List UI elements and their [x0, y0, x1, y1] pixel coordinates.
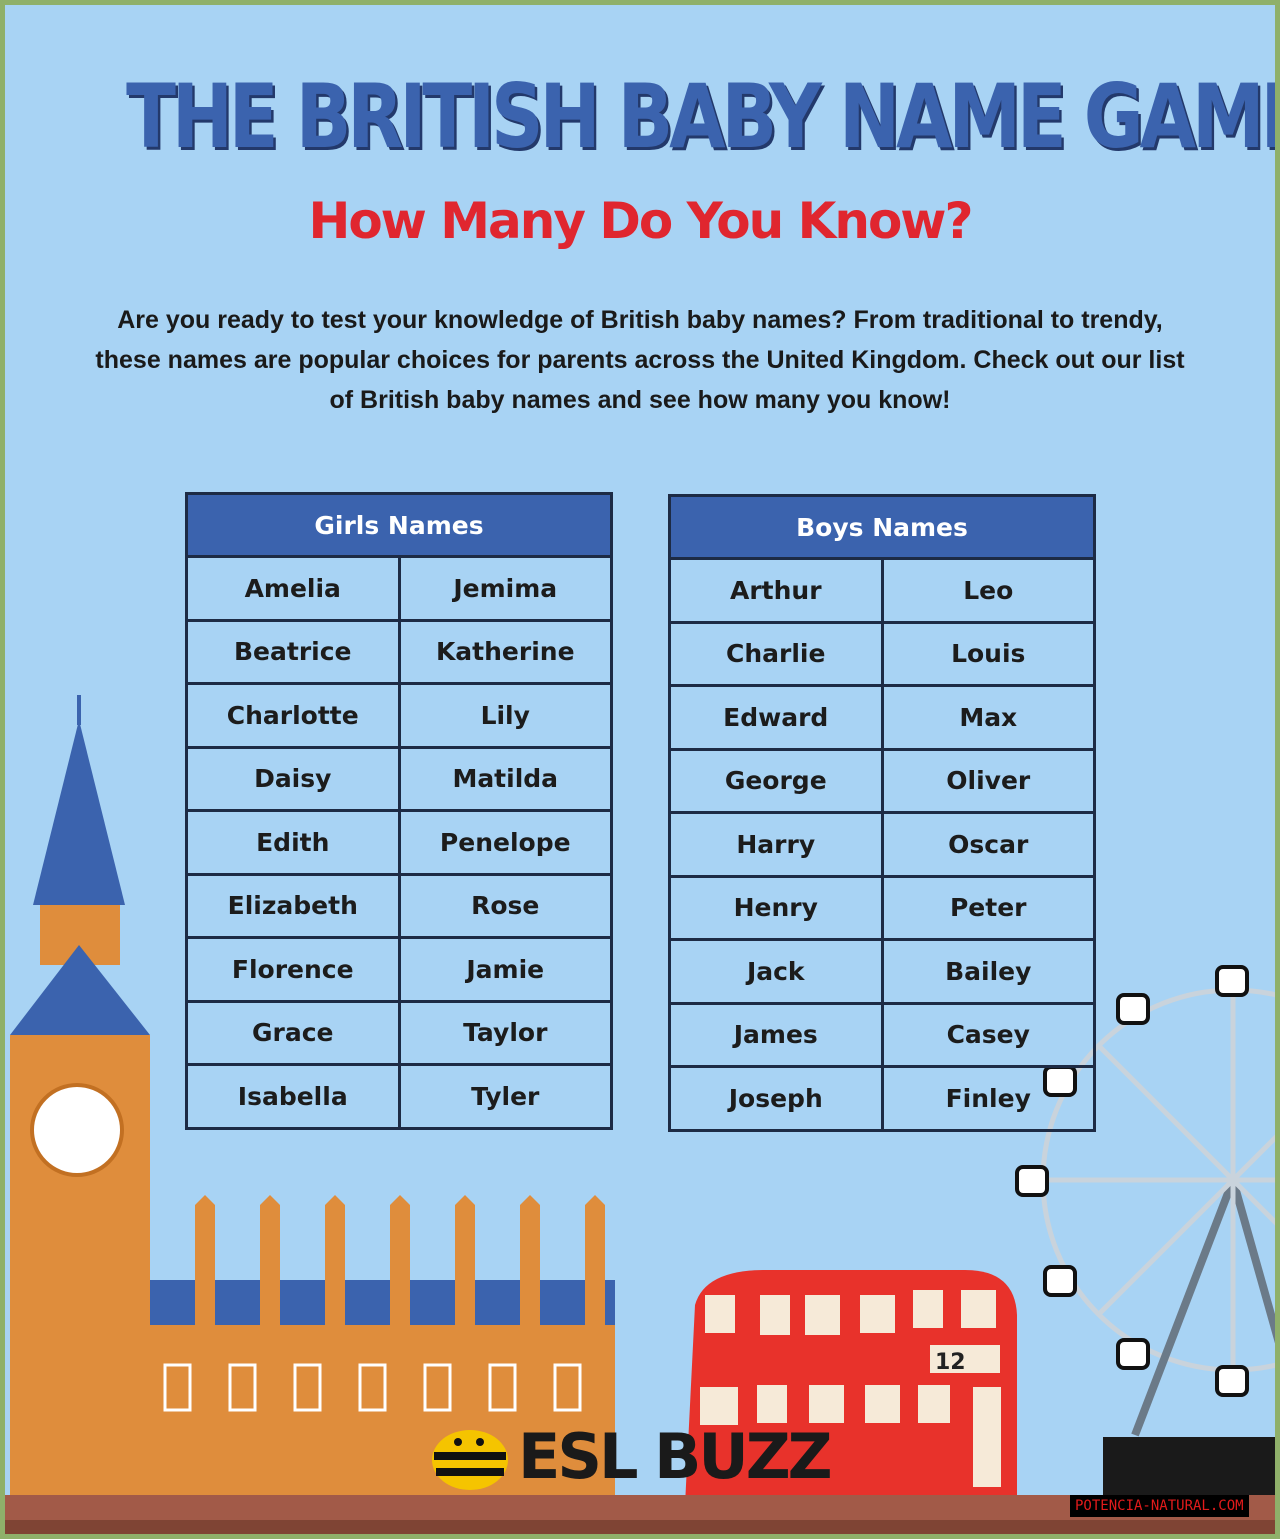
table-row: Joseph Finley — [668, 1065, 1096, 1132]
boys-names-table: Boys Names Arthur Leo Charlie Louis Edward Ma… — [668, 494, 1096, 1132]
name-cell: Beatrice — [185, 618, 401, 685]
name-cell: Lily — [397, 682, 613, 749]
table-row: Arthur Leo — [668, 557, 1096, 624]
name-cell: George — [668, 747, 884, 814]
name-cell: Elizabeth — [185, 872, 401, 939]
bee-icon — [432, 1429, 508, 1490]
name-cell: Finley — [880, 1065, 1096, 1132]
name-cell: Amelia — [185, 555, 401, 622]
table-row: George Oliver — [668, 747, 1096, 814]
name-cell: Max — [880, 684, 1096, 751]
table-row: Edward Max — [668, 684, 1096, 751]
boys-table-header: Boys Names — [668, 494, 1096, 560]
infographic: 12 THE BRITISH BABY NAME GAME How Many D… — [5, 5, 1275, 1534]
girls-table-header: Girls Names — [185, 492, 613, 558]
name-cell: Edward — [668, 684, 884, 751]
logo-text: ESL BUZZ — [518, 1420, 833, 1493]
eslbuzz-logo: ESL BUZZ — [430, 1420, 833, 1493]
table-row: Beatrice Katherine — [185, 618, 613, 685]
name-cell: James — [668, 1001, 884, 1068]
name-cell: Casey — [880, 1001, 1096, 1068]
table-row: Isabella Tyler — [185, 1063, 613, 1130]
page-title-container: THE BRITISH BABY NAME GAME — [5, 67, 1275, 167]
name-cell: Arthur — [668, 557, 884, 624]
girls-names-table: Girls Names Amelia Jemima Beatrice Katherin… — [185, 492, 613, 1130]
name-cell: Daisy — [185, 745, 401, 812]
bus-route-number: 12 — [935, 1350, 966, 1375]
table-row: Florence Jamie — [185, 936, 613, 1003]
page-title: THE BRITISH BABY NAME GAME — [126, 65, 1275, 168]
name-cell: Bailey — [880, 938, 1096, 1005]
name-cell: Jack — [668, 938, 884, 1005]
name-cell: Joseph — [668, 1065, 884, 1132]
name-cell: Isabella — [185, 1063, 401, 1130]
name-cell: Florence — [185, 936, 401, 1003]
name-cell: Tyler — [397, 1063, 613, 1130]
name-cell: Leo — [880, 557, 1096, 624]
table-row: James Casey — [668, 1001, 1096, 1068]
table-row: Amelia Jemima — [185, 555, 613, 622]
london-illustration: 12 — [5, 695, 1275, 1534]
table-row: Edith Penelope — [185, 809, 613, 876]
name-cell: Peter — [880, 874, 1096, 941]
name-cell: Louis — [880, 620, 1096, 687]
table-row: Jack Bailey — [668, 938, 1096, 1005]
name-cell: Grace — [185, 999, 401, 1066]
name-cell: Rose — [397, 872, 613, 939]
watermark: POTENCIA-NATURAL.COM — [1070, 1495, 1249, 1517]
name-cell: Oliver — [880, 747, 1096, 814]
double-decker-bus-icon: 12 — [685, 1270, 1017, 1505]
table-row: Daisy Matilda — [185, 745, 613, 812]
table-row: Grace Taylor — [185, 999, 613, 1066]
table-row: Harry Oscar — [668, 811, 1096, 878]
name-cell: Harry — [668, 811, 884, 878]
parliament-icon — [135, 1195, 615, 1505]
name-cell: Katherine — [397, 618, 613, 685]
name-cell: Charlie — [668, 620, 884, 687]
big-ben-icon — [10, 695, 150, 1505]
table-row: Charlie Louis — [668, 620, 1096, 687]
name-cell: Matilda — [397, 745, 613, 812]
table-row: Charlotte Lily — [185, 682, 613, 749]
name-cell: Edith — [185, 809, 401, 876]
name-cell: Charlotte — [185, 682, 401, 749]
table-row: Elizabeth Rose — [185, 872, 613, 939]
page-subtitle: How Many Do You Know? — [308, 192, 973, 250]
name-cell: Jemima — [397, 555, 613, 622]
table-row: Henry Peter — [668, 874, 1096, 941]
name-cell: Jamie — [397, 936, 613, 1003]
name-cell: Henry — [668, 874, 884, 941]
intro-text: Are you ready to test your knowledge of … — [95, 306, 1185, 414]
name-cell: Taylor — [397, 999, 613, 1066]
name-cell: Penelope — [397, 809, 613, 876]
name-cell: Oscar — [880, 811, 1096, 878]
